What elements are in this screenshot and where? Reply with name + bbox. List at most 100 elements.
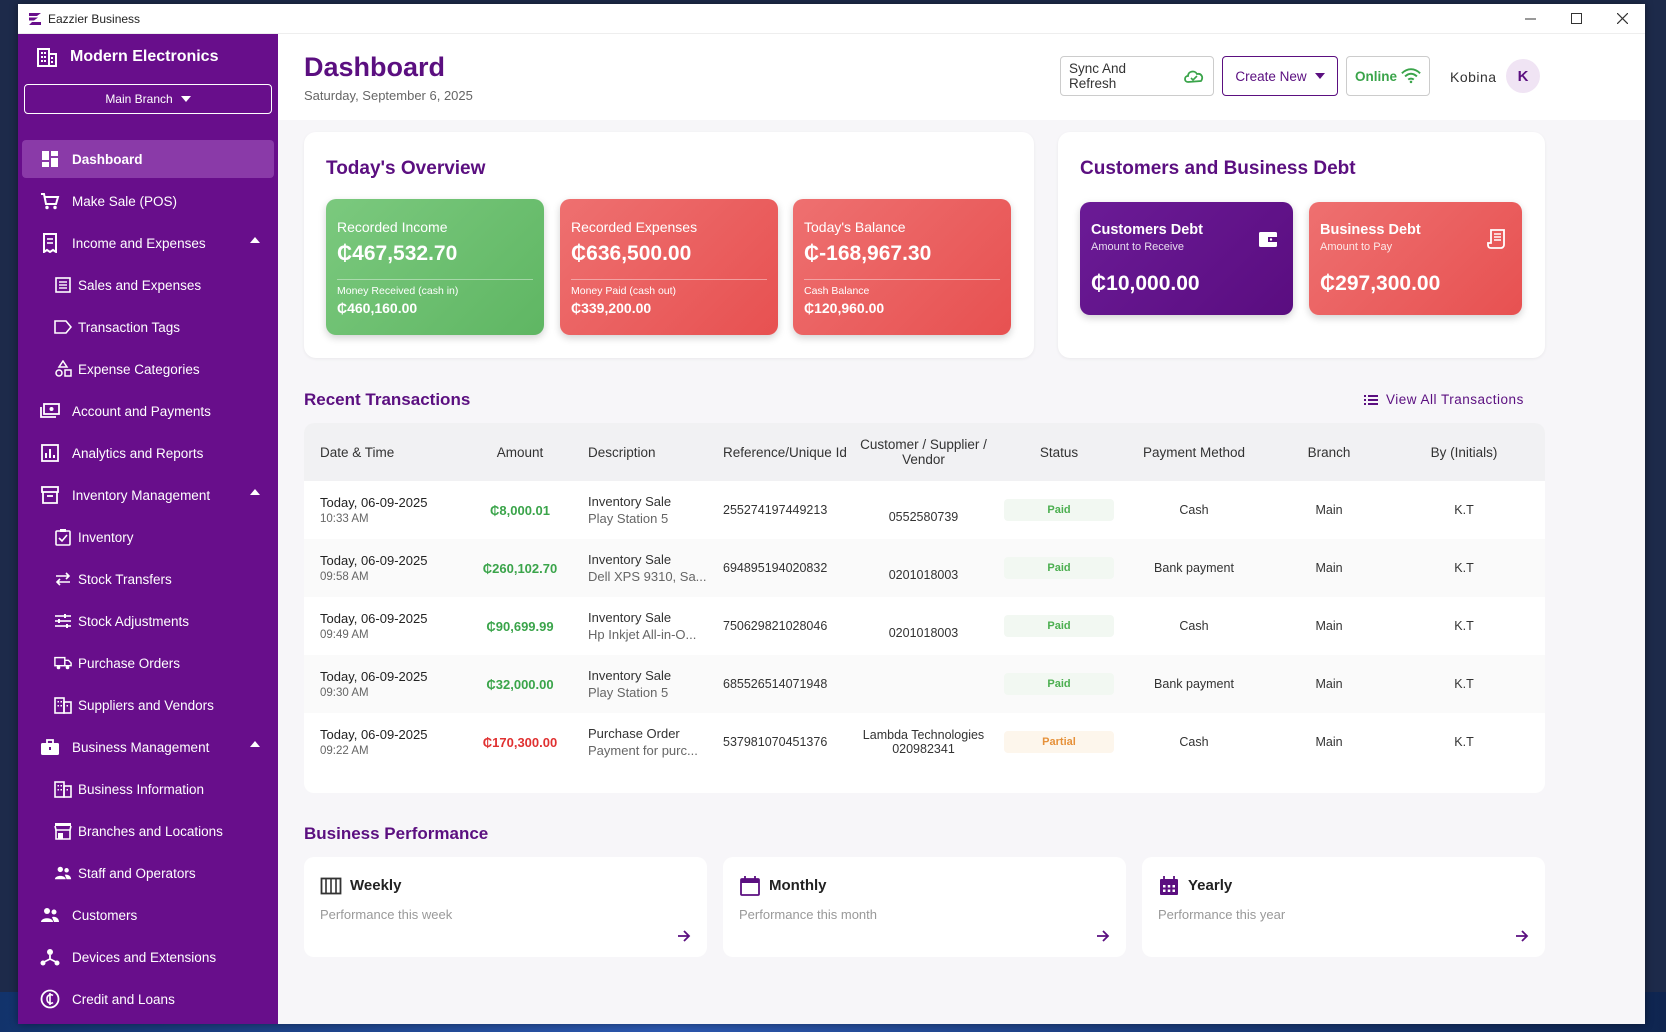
description-cell: Inventory Sale bbox=[588, 610, 672, 625]
stat-subvalue: ₵339,200.00 bbox=[571, 300, 652, 316]
business-debt-card[interactable]: Business Debt Amount to Pay ₵297,300.00 bbox=[1309, 202, 1522, 315]
view-all-transactions-link[interactable]: View All Transactions bbox=[1364, 392, 1524, 407]
sidebar-item-sales-expenses[interactable]: Sales and Expenses bbox=[22, 266, 274, 304]
briefcase-icon bbox=[40, 737, 60, 757]
table-row[interactable]: Today, 06-09-2025 09:58 AM ₵260,102.70 In… bbox=[304, 539, 1545, 597]
sidebar-item-business-information[interactable]: Business Information bbox=[22, 770, 274, 808]
table-row[interactable]: Today, 06-09-2025 10:33 AM ₵8,000.01 Inve… bbox=[304, 481, 1545, 539]
business-name: Modern Electronics bbox=[70, 48, 219, 65]
sidebar-item-label: Suppliers and Vendors bbox=[78, 697, 214, 713]
amount-cell: ₵8,000.01 bbox=[490, 502, 550, 518]
time-cell: 09:49 AM bbox=[320, 629, 369, 641]
minimize-button[interactable] bbox=[1507, 4, 1553, 34]
branch-cell: Main bbox=[1315, 735, 1343, 749]
table-row[interactable]: Today, 06-09-2025 09:49 AM ₵90,699.99 Inv… bbox=[304, 597, 1545, 655]
sidebar-item-customers[interactable]: Customers bbox=[22, 896, 274, 934]
stat-sublabel: Cash Balance bbox=[804, 285, 870, 297]
status-badge: Partial bbox=[1004, 731, 1114, 753]
column-header[interactable]: Customer / Supplier / Vendor bbox=[860, 437, 987, 467]
time-cell: 09:30 AM bbox=[320, 687, 369, 699]
yearly-performance-card[interactable]: Yearly Performance this year bbox=[1142, 857, 1545, 957]
sidebar-item-expense-categories[interactable]: Expense Categories bbox=[22, 350, 274, 388]
page-header: Dashboard Saturday, September 6, 2025 Sy… bbox=[278, 34, 1645, 120]
time-cell: 09:22 AM bbox=[320, 745, 369, 757]
building-icon bbox=[37, 48, 57, 67]
sidebar-item-label: Stock Adjustments bbox=[78, 613, 190, 629]
store-icon bbox=[54, 822, 72, 840]
title-bar: Eazzier Business bbox=[18, 4, 1645, 34]
table-row[interactable]: Today, 06-09-2025 09:30 AM ₵32,000.00 Inv… bbox=[304, 655, 1545, 713]
avatar[interactable]: K bbox=[1506, 59, 1540, 93]
todays-balance-card[interactable]: Today's Balance ₵-168,967.30 Cash Balanc… bbox=[793, 199, 1011, 335]
table-header: Date & Time Amount Description Reference… bbox=[304, 423, 1545, 481]
column-header[interactable]: Amount bbox=[496, 444, 544, 460]
arrow-right-icon bbox=[1097, 930, 1110, 942]
column-header[interactable]: Reference/Unique Id bbox=[723, 444, 847, 460]
sidebar-item-devices-extensions[interactable]: Devices and Extensions bbox=[22, 938, 274, 976]
reference-cell: 537981070451376 bbox=[723, 735, 828, 749]
sidebar-item-suppliers-vendors[interactable]: Suppliers and Vendors bbox=[22, 686, 274, 724]
column-header[interactable]: By (Initials) bbox=[1430, 444, 1498, 460]
arrow-right-icon bbox=[1516, 930, 1529, 942]
wallet-icon bbox=[1259, 232, 1277, 247]
customers-business-debt-card: Customers and Business Debt Customers De… bbox=[1058, 132, 1545, 358]
maximize-button[interactable] bbox=[1553, 4, 1599, 34]
description-cell: Purchase Order bbox=[588, 726, 680, 741]
stat-label: Recorded Income bbox=[337, 219, 448, 235]
sidebar-item-inventory[interactable]: Inventory bbox=[22, 518, 274, 556]
sidebar-item-label: Credit and Loans bbox=[72, 991, 175, 1007]
calendar-icon bbox=[740, 876, 760, 896]
weekly-performance-card[interactable]: Weekly Performance this week bbox=[304, 857, 707, 957]
stat-value: ₵-168,967.30 bbox=[804, 242, 932, 265]
sync-refresh-button[interactable]: Sync And Refresh bbox=[1060, 56, 1214, 96]
debt-title: Customers and Business Debt bbox=[1080, 158, 1356, 179]
date-cell: Today, 06-09-2025 bbox=[320, 611, 428, 626]
column-header[interactable]: Status bbox=[1039, 444, 1079, 460]
party-name-cell: Lambda Technologies bbox=[862, 728, 985, 742]
sidebar-item-make-sale[interactable]: Make Sale (POS) bbox=[22, 182, 274, 220]
customers-debt-card[interactable]: Customers Debt Amount to Receive ₵10,000… bbox=[1080, 202, 1293, 315]
sidebar-item-credit-loans[interactable]: Credit and Loans bbox=[22, 980, 274, 1018]
sidebar-item-transaction-tags[interactable]: Transaction Tags bbox=[22, 308, 274, 346]
payment-method-cell: Cash bbox=[1179, 619, 1209, 633]
sidebar-item-income-expenses[interactable]: Income and Expenses bbox=[22, 224, 274, 262]
online-status-button[interactable]: Online bbox=[1346, 56, 1430, 96]
column-header[interactable]: Branch bbox=[1307, 444, 1351, 460]
close-button[interactable] bbox=[1599, 4, 1645, 34]
recorded-expenses-card[interactable]: Recorded Expenses ₵636,500.00 Money Paid… bbox=[560, 199, 778, 335]
column-header[interactable]: Date & Time bbox=[320, 444, 395, 460]
sidebar-item-stock-adjustments[interactable]: Stock Adjustments bbox=[22, 602, 274, 640]
week-icon bbox=[320, 877, 342, 895]
sidebar-item-staff-operators[interactable]: Staff and Operators bbox=[22, 854, 274, 892]
sync-refresh-label: Sync And Refresh bbox=[1069, 61, 1127, 91]
sidebar-item-business-management[interactable]: Business Management bbox=[22, 728, 274, 766]
sidebar-item-label: Purchase Orders bbox=[78, 655, 181, 671]
monthly-performance-card[interactable]: Monthly Performance this month bbox=[723, 857, 1126, 957]
sidebar-item-inventory-management[interactable]: Inventory Management bbox=[22, 476, 274, 514]
description-cell: Inventory Sale bbox=[588, 668, 672, 683]
sidebar-item-label: Business Management bbox=[72, 739, 210, 755]
column-header[interactable]: Payment Method bbox=[1142, 444, 1246, 460]
branch-select[interactable]: Main Branch bbox=[24, 84, 272, 114]
stat-subvalue: ₵120,960.00 bbox=[804, 300, 885, 316]
branch-cell: Main bbox=[1315, 677, 1343, 691]
recorded-income-card[interactable]: Recorded Income ₵467,532.70 Money Receiv… bbox=[326, 199, 544, 335]
sidebar-item-branches-locations[interactable]: Branches and Locations bbox=[22, 812, 274, 850]
payment-method-cell: Cash bbox=[1179, 503, 1209, 517]
page-date: Saturday, September 6, 2025 bbox=[304, 88, 473, 103]
branch-cell: Main bbox=[1315, 503, 1343, 517]
table-row[interactable]: Today, 06-09-2025 09:22 AM ₵170,300.00 Pu… bbox=[304, 713, 1545, 771]
payment-method-cell: Cash bbox=[1179, 735, 1209, 749]
sidebar-item-label: Inventory bbox=[78, 529, 134, 545]
business-brand: Modern Electronics bbox=[18, 34, 278, 80]
stat-sublabel: Amount to Receive bbox=[1091, 241, 1184, 253]
column-header[interactable]: Description bbox=[588, 444, 656, 460]
create-new-button[interactable]: Create New bbox=[1222, 56, 1338, 96]
sidebar-item-purchase-orders[interactable]: Purchase Orders bbox=[22, 644, 274, 682]
sidebar-item-stock-transfers[interactable]: Stock Transfers bbox=[22, 560, 274, 598]
sidebar-item-dashboard[interactable]: Dashboard bbox=[22, 140, 274, 178]
sidebar-item-label: Sales and Expenses bbox=[78, 277, 202, 293]
overview-title: Today's Overview bbox=[326, 158, 486, 179]
sidebar-item-account-payments[interactable]: Account and Payments bbox=[22, 392, 274, 430]
sidebar-item-analytics-reports[interactable]: Analytics and Reports bbox=[22, 434, 274, 472]
